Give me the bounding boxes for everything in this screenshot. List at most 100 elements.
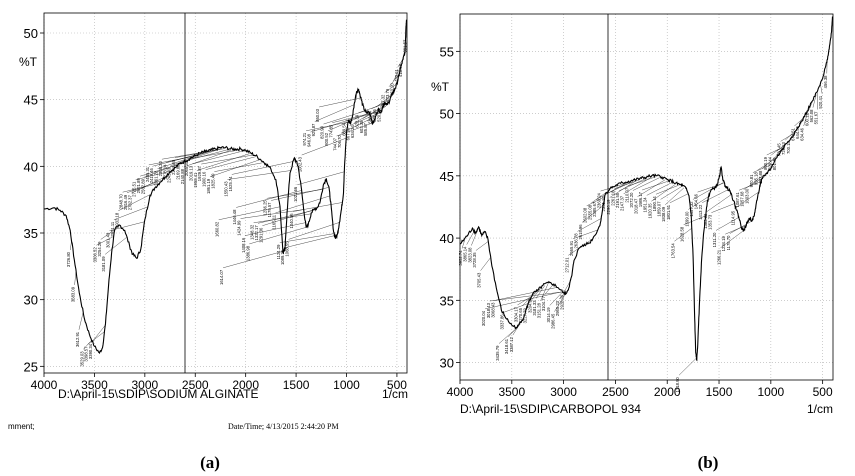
peak-label: 3204.34: [527, 297, 532, 313]
peak-leader: [461, 239, 466, 249]
peak-label: 1628.58: [680, 226, 685, 242]
peak-label: 585.87: [363, 122, 368, 135]
peak-label: 391.57: [402, 39, 407, 52]
peak-label: 3254.29: [97, 241, 102, 257]
x-tick-label: 3500: [81, 378, 108, 392]
peak-label: 2278.14: [162, 164, 167, 180]
peak-label: 418.58: [398, 63, 403, 76]
peak-label: 634.34: [350, 125, 355, 138]
peak-label: 3418.61: [504, 338, 509, 354]
peak-leader: [249, 226, 308, 245]
peak-label: 2602.08: [583, 207, 588, 223]
peak-label: 1021.66: [293, 186, 298, 202]
peak-label: 820.99: [319, 125, 324, 138]
x-tick-label: 1000: [757, 385, 784, 399]
peak-leader: [336, 122, 373, 137]
peak-leader: [646, 182, 673, 196]
peak-label: 3270.65: [518, 307, 523, 323]
peak-leader: [605, 181, 633, 195]
peak-label: 3435.79: [495, 345, 500, 361]
peak-label: 2955.23: [555, 300, 560, 316]
peak-leader: [600, 181, 630, 192]
peak-label: 450.20: [389, 82, 394, 95]
peak-leader: [362, 105, 387, 119]
peak-label: 946.08: [306, 133, 311, 146]
peak-label: 1386.98: [245, 245, 250, 261]
peak-leader: [371, 99, 391, 109]
peak-label: 1457.32: [689, 201, 694, 217]
peak-leader: [306, 121, 350, 131]
peak-leader: [218, 206, 280, 220]
peak-leader: [153, 152, 204, 167]
peak-leader: [651, 184, 676, 202]
peak-leader: [798, 110, 808, 125]
peak-leader: [725, 225, 747, 235]
peak-leader: [771, 141, 789, 156]
peak-label: 3020.04: [481, 310, 486, 326]
peak-label: 1825.49: [210, 173, 215, 189]
peak-label: 1614.07: [219, 269, 224, 285]
peak-leader: [271, 187, 329, 201]
peak-label: 2555.08: [587, 204, 592, 220]
peak-label: 1266.21: [717, 249, 722, 265]
peak-label: 2140.88: [180, 168, 185, 184]
peak-label: 2485.31: [145, 166, 150, 182]
peak-leader: [74, 271, 77, 285]
peak-leader: [614, 179, 641, 189]
peak-leader: [568, 238, 594, 256]
peak-label: 744.07: [333, 137, 338, 150]
peak-leader: [697, 182, 724, 193]
peak-label: 3398.57: [84, 346, 89, 362]
x-tick-label: 1500: [283, 378, 310, 392]
peak-label: 562.08: [809, 109, 814, 122]
peak-leader: [711, 203, 735, 213]
peak-leader: [475, 241, 489, 251]
peak-label: 2331.10: [601, 196, 606, 212]
peak-leader: [729, 220, 753, 234]
peak-label: 3018.43: [486, 302, 491, 318]
peak-label: 1089.25: [280, 249, 285, 265]
peak-label: 1383.33: [703, 213, 708, 229]
peak-label: 3001.43: [106, 232, 111, 248]
peak-label: 689.54: [341, 122, 346, 135]
y-tick-label: 30: [440, 356, 454, 371]
x-tick-label: 2000: [232, 378, 259, 392]
peak-leader: [540, 283, 549, 302]
peak-label: 974.21: [302, 132, 307, 145]
peak-leader: [706, 194, 732, 212]
peak-label: 706.70: [337, 135, 342, 148]
peak-label: 1114.95: [730, 210, 735, 225]
peak-label: 1057.68: [740, 191, 745, 207]
peak-leader: [323, 110, 365, 125]
y-tick-label: 45: [440, 169, 454, 184]
peak-label: 1718.90: [675, 377, 680, 393]
peak-label: 2296.19: [606, 199, 611, 215]
peak-leader: [752, 163, 774, 173]
peak-leader: [503, 303, 529, 313]
peak-label: 1890.14: [652, 196, 657, 212]
peak-label: 2562.89: [141, 178, 146, 194]
peak-label: 1958.41: [193, 172, 198, 188]
peak-label: 2928.00: [560, 294, 565, 310]
peak-leader: [196, 153, 250, 171]
peak-label: 541.06: [372, 109, 377, 122]
peak-leader: [521, 292, 536, 307]
chart-sodium-alginate: 4000 3500 3000 2500 2000 1500 1000 500 25 30 35 40 4…: [19, 12, 408, 401]
peak-leader: [135, 170, 173, 180]
peak-leader: [401, 49, 406, 63]
peak-label: 774.85: [328, 124, 333, 137]
peak-leader: [279, 233, 334, 243]
peak-label: 2725.51: [132, 181, 137, 197]
peak-leader: [227, 170, 292, 180]
peak-label: 520.05: [376, 108, 381, 121]
peak-label: 634.46: [800, 127, 805, 140]
peak-leader: [775, 138, 792, 156]
y-tick-label: 40: [24, 159, 38, 174]
peak-leader: [284, 234, 338, 249]
peak-label: 1348.32: [250, 224, 255, 240]
y-axis-label: %T: [19, 55, 38, 69]
y-tick-label: 25: [24, 359, 38, 374]
peak-leader: [577, 218, 602, 232]
peak-label: 1929.87: [197, 165, 202, 181]
peak-leader: [494, 287, 557, 301]
